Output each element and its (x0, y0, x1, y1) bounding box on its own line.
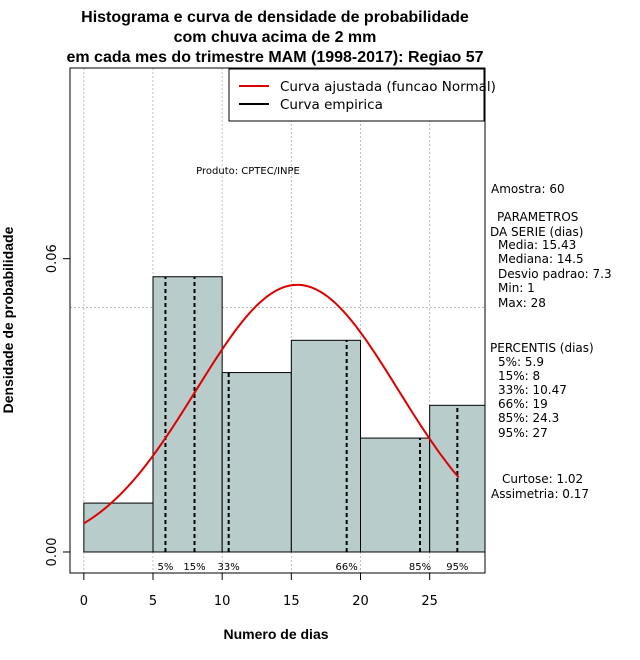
param-median: Mediana: 14.5 (498, 252, 584, 266)
percentile-label: 15% (183, 562, 205, 573)
y-axis-title: Densidade de probabilidade (0, 226, 16, 413)
x-tick-label: 20 (352, 594, 369, 609)
percentil-15: 15%: 8 (498, 369, 540, 383)
plot-frame (69, 67, 486, 574)
x-tick-label: 25 (421, 594, 438, 609)
plot-area: 5% 15% 33% 66% 85% 95% 0 5 10 15 20 25 0.00 0.06 (45, 68, 486, 609)
percentil-5: 5%: 5.9 (498, 355, 544, 369)
params-title-2: DA SERIE (dias) (490, 225, 583, 239)
param-mean: Media: 15.43 (498, 238, 576, 252)
sample-size: Amostra: 60 (491, 182, 565, 196)
percentile-label: 33% (218, 562, 240, 573)
histogram-bar (290, 339, 362, 553)
skewness: Assimetria: 0.17 (491, 487, 589, 501)
legend-label-normal: Curva ajustada (funcao Normal) (280, 79, 496, 95)
percentil-95: 95%: 27 (498, 426, 548, 440)
percentile-label: 95% (446, 562, 468, 573)
x-tick-label: 15 (283, 594, 300, 609)
param-min: Min: 1 (498, 281, 535, 295)
y-tick-label: 0.00 (45, 538, 60, 567)
percentile-label: 66% (336, 562, 358, 573)
chart-title-line-3: em cada mes do trimestre MAM (1998-2017)… (66, 49, 483, 66)
histogram-bar (83, 502, 154, 553)
statistics-panel: Amostra: 60 PARAMETROS DA SERIE (dias) M… (490, 182, 612, 501)
histogram-bar (152, 276, 223, 553)
chart-title-line-1: Histograma e curva de densidade de proba… (81, 9, 469, 26)
percentile-label: 5% (158, 562, 174, 573)
param-sd: Desvio padrao: 7.3 (498, 267, 612, 281)
percentil-33: 33%: 10.47 (498, 383, 567, 397)
chart-title-line-2: com chuva acima de 2 mm (174, 29, 377, 46)
x-tick-label: 10 (214, 594, 231, 609)
param-max: Max: 28 (498, 296, 546, 310)
normal-fit-curve (83, 283, 460, 525)
percentil-66: 66%: 19 (498, 397, 548, 411)
legend-box (228, 68, 485, 122)
kurtosis: Curtose: 1.02 (502, 472, 583, 486)
x-axis-title: Numero de dias (223, 626, 328, 642)
credit-text: Produto: CPTEC/INPE (196, 166, 300, 177)
x-tick-label: 0 (80, 594, 88, 609)
params-title-1: PARAMETROS (497, 210, 578, 224)
percentis-title: PERCENTIS (dias) (490, 341, 594, 355)
y-tick-label: 0.06 (45, 244, 60, 273)
legend: Curva ajustada (funcao Normal) Curva emp… (228, 68, 496, 122)
x-tick-label: 5 (149, 594, 157, 609)
histogram-bar (221, 372, 292, 553)
percentile-label: 85% (409, 562, 431, 573)
percentil-85: 85%: 24.3 (498, 411, 559, 425)
legend-label-empirical: Curva empirica (280, 97, 383, 113)
